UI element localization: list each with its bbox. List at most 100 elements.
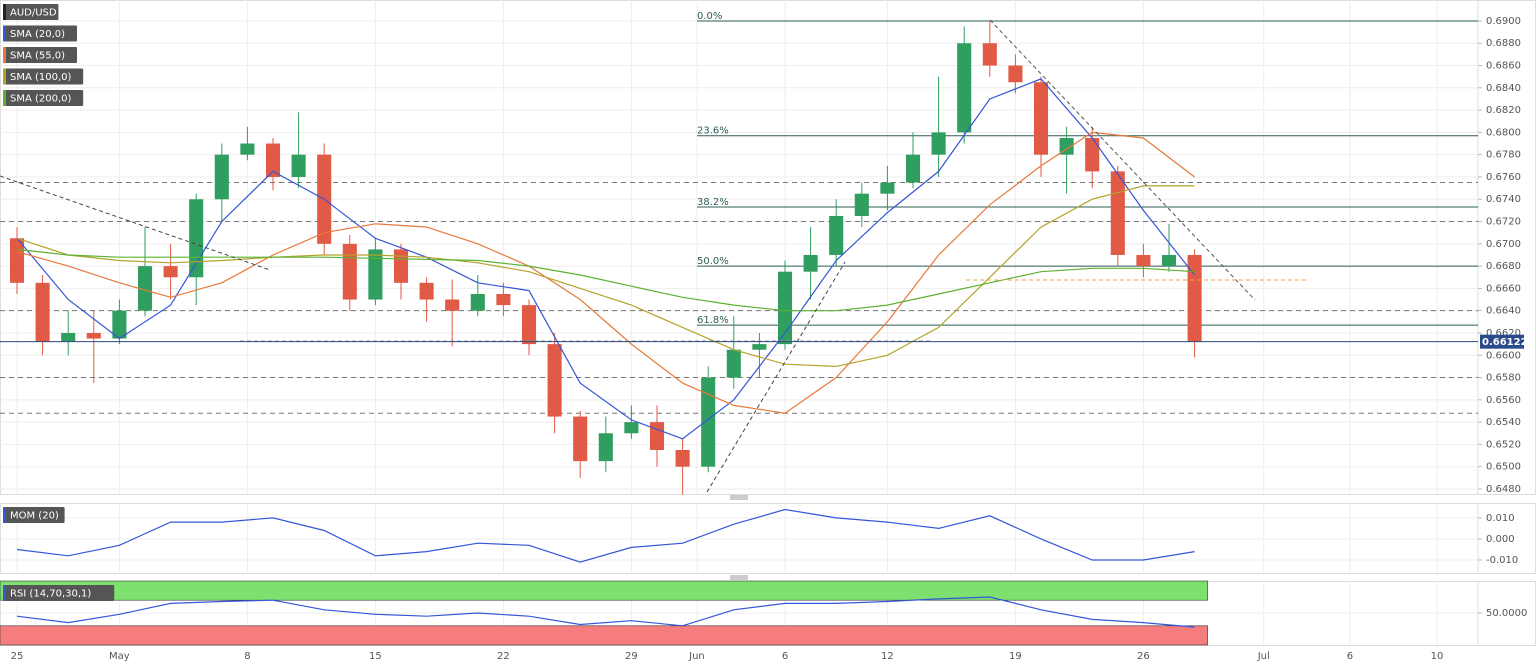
candle-body (61, 332, 76, 342)
last-price-label: 0.66122 (1482, 337, 1528, 348)
plot (9, 20, 1202, 628)
legend-swatch (3, 25, 6, 42)
candle-body (624, 422, 639, 434)
x-tick-label: 15 (369, 651, 382, 662)
legend-label: SMA (20,0) (10, 29, 65, 40)
candle-body (931, 132, 946, 155)
y-tick-label: 0.6800 (1486, 127, 1521, 138)
candle-body (1085, 137, 1100, 172)
candle-body (1033, 82, 1049, 155)
x-tick-label: 22 (497, 651, 510, 662)
candle-body (726, 349, 741, 378)
trend-line (706, 261, 846, 493)
legend-item: SMA (200,0) (3, 90, 84, 106)
trend-line (989, 19, 1256, 301)
legend-item: SMA (100,0) (3, 68, 84, 85)
series-line (16, 596, 1195, 628)
y-tick-label: 0.6560 (1486, 395, 1521, 406)
y-tick-label: 0.010 (1486, 513, 1515, 524)
y-tick-label: 50.0000 (1486, 608, 1527, 619)
candle-body (342, 243, 357, 300)
legend-item: AUD/USD (3, 4, 59, 20)
candle-body (547, 344, 562, 417)
candle-body (598, 433, 613, 462)
fib-label: 50.0% (697, 256, 729, 267)
candle-body (854, 193, 869, 216)
x-tick-label: 6 (1347, 651, 1353, 662)
candle-body (137, 266, 153, 311)
y-tick-label: 0.6600 (1486, 350, 1521, 361)
legend-label: SMA (200,0) (10, 94, 72, 105)
y-tick-label: 0.6620 (1486, 328, 1521, 339)
legend-item: MOM (20) (3, 507, 65, 523)
y-tick-label: 0.6640 (1486, 306, 1521, 317)
y-tick-label: 0.6540 (1486, 417, 1521, 428)
candle-body (368, 249, 383, 300)
x-tick-label: 26 (1137, 651, 1150, 662)
x-tick-label: 19 (1009, 651, 1022, 662)
candle-body (957, 43, 972, 133)
candle-body (393, 249, 409, 283)
y-tick-label: 0.6760 (1486, 172, 1521, 183)
series-line (16, 78, 1196, 440)
series-line (16, 185, 1195, 368)
candle-body (189, 199, 204, 278)
candle-body (752, 344, 767, 350)
legend-swatch (3, 585, 6, 601)
y-tick-label: 0.6780 (1486, 150, 1521, 161)
x-tick-label: 25 (11, 651, 24, 662)
y-tick-label: 0.6480 (1486, 484, 1521, 495)
y-tick-label: 0.6900 (1486, 16, 1521, 27)
y-tick-label: 0.6740 (1486, 194, 1521, 205)
candle-body (496, 293, 511, 306)
legend-item: RSI (14,70,30,1) (3, 585, 115, 601)
legend-box (3, 585, 115, 601)
band (0, 580, 1208, 601)
legend-label: MOM (20) (10, 511, 59, 522)
legend-swatch (3, 47, 6, 63)
candle-body (86, 332, 101, 339)
candle-body (1187, 254, 1202, 342)
overlay: 0.66122 AUD/USD SMA (20,0) SMA (55,0) SMA (1… (0, 4, 1528, 662)
y-tick-label: 0.6680 (1486, 261, 1521, 272)
series-line (16, 248, 1195, 312)
candle-body (163, 266, 178, 278)
candle-body (521, 305, 537, 345)
panel-handle[interactable] (730, 575, 748, 580)
legend-swatch (3, 90, 6, 106)
candle-body (880, 182, 895, 194)
y-tick-label: 0.6520 (1486, 439, 1521, 450)
y-tick-label: 0.000 (1486, 534, 1515, 545)
legend-box (3, 25, 77, 42)
y-tick-label: 0.6580 (1486, 373, 1521, 384)
y-tick-label: 0.6720 (1486, 217, 1521, 228)
x-tick-label: Jul (1257, 651, 1270, 662)
series-line (16, 508, 1195, 563)
candle-body (1161, 254, 1177, 267)
x-tick-label: 12 (881, 651, 894, 662)
legend-label: RSI (14,70,30,1) (10, 589, 91, 600)
x-tick-label: 6 (782, 651, 788, 662)
legend-box (3, 507, 65, 523)
x-tick-label: 8 (244, 651, 250, 662)
x-tick-label: 10 (1431, 651, 1444, 662)
trend-line (0, 175, 271, 271)
x-tick-label: Jun (688, 651, 705, 662)
candle-body (905, 154, 921, 183)
legend-item: SMA (20,0) (3, 25, 77, 42)
x-tick-label: May (109, 651, 130, 662)
candle-body (240, 143, 255, 155)
legend-box (3, 47, 77, 63)
fib-label: 23.6% (697, 126, 729, 137)
legend-swatch (3, 68, 6, 85)
y-tick-label: 0.6820 (1486, 105, 1521, 116)
grid: 0.6480 0.6500 0.6520 0.6540 0.6560 0.6580 0.66… (0, 0, 1536, 646)
legend-box (3, 90, 84, 106)
candle-body (829, 215, 844, 255)
candle-body (573, 416, 588, 462)
legend-label: SMA (55,0) (10, 51, 65, 62)
legend-box (3, 4, 59, 20)
panel-handle[interactable] (730, 495, 748, 500)
y-tick-label: 0.6660 (1486, 283, 1521, 294)
